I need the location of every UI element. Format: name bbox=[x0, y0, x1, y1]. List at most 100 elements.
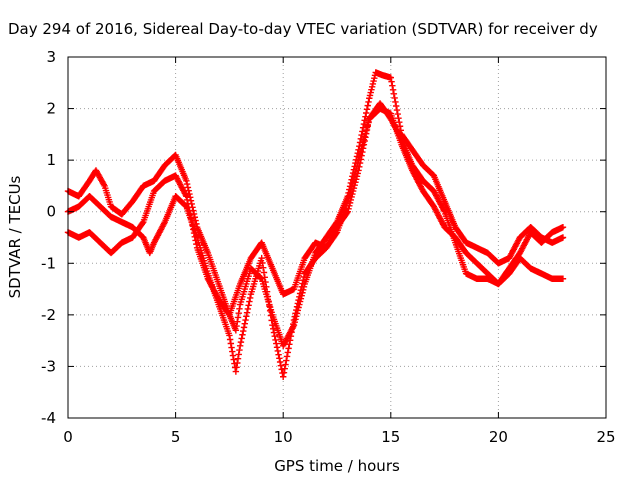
data-point bbox=[290, 316, 298, 324]
x-tick-label: 5 bbox=[171, 428, 181, 446]
data-point bbox=[358, 152, 365, 159]
data-point bbox=[230, 356, 237, 363]
data-point bbox=[364, 102, 371, 109]
data-point bbox=[371, 75, 378, 82]
chart-title: Day 294 of 2016, Sidereal Day-to-day VTE… bbox=[8, 20, 598, 38]
data-point bbox=[365, 119, 372, 126]
data-point bbox=[275, 351, 282, 358]
data-point bbox=[391, 94, 398, 102]
data-series-1 bbox=[64, 69, 567, 349]
data-point bbox=[185, 187, 192, 194]
x-axis-label: GPS time / hours bbox=[274, 457, 400, 475]
data-point bbox=[242, 316, 249, 324]
data-point bbox=[266, 302, 273, 310]
data-point bbox=[353, 173, 361, 180]
y-tick-label: 0 bbox=[46, 203, 56, 221]
data-point bbox=[257, 274, 265, 282]
data-point bbox=[349, 187, 357, 195]
data-point bbox=[232, 368, 240, 375]
data-point bbox=[289, 324, 296, 332]
data-point bbox=[369, 80, 377, 88]
data-point bbox=[232, 327, 240, 334]
data-point bbox=[361, 117, 368, 124]
data-point bbox=[346, 202, 353, 210]
data-point bbox=[240, 327, 247, 335]
data-point bbox=[268, 317, 275, 324]
data-point bbox=[190, 226, 197, 233]
data-point bbox=[238, 335, 245, 342]
data-point bbox=[396, 123, 404, 130]
data-point bbox=[262, 278, 269, 286]
data-point bbox=[272, 336, 279, 344]
data-point bbox=[370, 77, 377, 85]
data-point bbox=[276, 355, 283, 362]
data-point bbox=[286, 341, 293, 348]
data-point bbox=[300, 273, 308, 281]
data-point bbox=[363, 106, 371, 113]
data-point bbox=[365, 98, 372, 106]
y-tick-label: 1 bbox=[46, 151, 56, 169]
data-point bbox=[274, 347, 282, 355]
data-point bbox=[193, 240, 200, 248]
data-point bbox=[346, 199, 354, 207]
data-point bbox=[240, 324, 248, 331]
data-point bbox=[189, 222, 196, 229]
data-point bbox=[227, 340, 235, 347]
data-point bbox=[185, 204, 192, 211]
data-point bbox=[184, 184, 192, 191]
data-point bbox=[362, 134, 369, 141]
data-point bbox=[259, 259, 266, 267]
data-point bbox=[359, 148, 366, 156]
data-point bbox=[357, 156, 365, 163]
data-point bbox=[260, 269, 268, 276]
data-point bbox=[559, 234, 567, 241]
data-point bbox=[226, 336, 234, 343]
data-point bbox=[389, 86, 397, 93]
data-point bbox=[270, 329, 278, 336]
data-point bbox=[192, 237, 199, 244]
data-point bbox=[283, 357, 290, 364]
data-point bbox=[284, 349, 292, 356]
data-point bbox=[263, 288, 271, 295]
data-point bbox=[276, 358, 284, 366]
data-point bbox=[298, 283, 305, 291]
data-point bbox=[234, 359, 241, 367]
data-point bbox=[183, 193, 190, 200]
data-point bbox=[183, 177, 190, 184]
data-point bbox=[183, 180, 191, 188]
data-point bbox=[360, 141, 368, 148]
data-point bbox=[236, 305, 243, 313]
data-point bbox=[183, 196, 191, 204]
data-point bbox=[265, 298, 272, 305]
data-point bbox=[356, 159, 364, 167]
x-tick-label: 15 bbox=[381, 428, 400, 446]
data-point bbox=[283, 353, 291, 360]
data-point bbox=[239, 331, 246, 338]
data-point bbox=[366, 95, 373, 102]
data-point bbox=[184, 200, 192, 207]
data-point bbox=[273, 340, 280, 347]
data-point bbox=[296, 293, 303, 301]
data-point bbox=[139, 219, 146, 227]
data-point bbox=[100, 181, 108, 188]
data-point bbox=[294, 300, 302, 307]
data-point bbox=[243, 313, 250, 320]
data-point bbox=[188, 218, 195, 226]
x-tick-label: 10 bbox=[274, 428, 293, 446]
x-tick-label: 0 bbox=[63, 428, 73, 446]
x-tick-label: 20 bbox=[489, 428, 508, 446]
data-point bbox=[269, 321, 276, 329]
data-point bbox=[241, 320, 248, 327]
data-point bbox=[363, 126, 371, 134]
y-tick-label: -3 bbox=[41, 357, 56, 375]
data-point bbox=[233, 364, 240, 371]
data-point bbox=[350, 184, 358, 192]
data-point bbox=[393, 106, 401, 114]
data-point bbox=[295, 296, 302, 304]
data-point bbox=[292, 310, 299, 317]
data-point bbox=[348, 193, 355, 201]
data-point bbox=[345, 205, 352, 212]
data-point bbox=[244, 305, 252, 313]
data-point bbox=[235, 309, 242, 317]
